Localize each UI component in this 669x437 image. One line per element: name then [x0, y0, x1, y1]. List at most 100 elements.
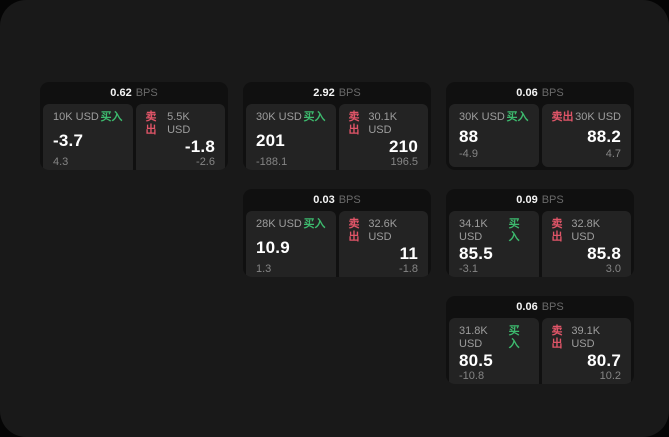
- buy-panel-top: 31.8K USD 买入: [459, 325, 529, 351]
- sell-panel-top: 卖出 32.6K USD: [349, 218, 419, 244]
- sell-panel-top: 卖出 5.5K USD: [146, 111, 216, 137]
- buy-price: 80.5: [459, 351, 493, 370]
- sell-panel[interactable]: 卖出 5.5K USD -1.8 -2.6: [135, 104, 225, 170]
- buy-price: -3.7: [53, 130, 84, 150]
- buy-amount: 30K USD: [459, 111, 505, 123]
- quote-card: 0.09 BPS 34.1K USD 买入 85.5 -3.1 卖出 32.8K…: [446, 189, 634, 277]
- sell-sub-value: -1.8: [399, 263, 418, 275]
- bps-header: 0.06 BPS: [446, 82, 634, 104]
- buy-sub-value: 1.3: [256, 263, 272, 275]
- bps-header: 0.06 BPS: [446, 296, 634, 318]
- bps-unit: BPS: [338, 194, 361, 206]
- buy-side-label: 买入: [508, 218, 520, 243]
- bps-unit: BPS: [135, 87, 158, 99]
- quote-cards-grid: 0.62 BPS 10K USD 买入 -3.7 4.3 卖出 5.5K USD: [40, 82, 634, 384]
- buy-amount: 10K USD: [53, 111, 99, 123]
- sell-amount: 32.8K USD: [571, 218, 601, 243]
- sell-amount: 30.1K USD: [368, 111, 398, 136]
- card-body: 10K USD 买入 -3.7 4.3 卖出 5.5K USD -1.8 -2.…: [40, 104, 228, 170]
- sell-amount: 32.6K USD: [368, 218, 398, 243]
- sell-side-label: 卖出: [348, 111, 360, 136]
- buy-price: 10.9: [256, 237, 290, 257]
- buy-side-label: 买入: [303, 218, 326, 230]
- buy-price: 85.5: [459, 244, 493, 263]
- bps-value: 0.06: [516, 301, 538, 313]
- buy-side-label: 买入: [100, 111, 123, 123]
- sell-side-label: 卖出: [145, 111, 157, 136]
- sell-amount: 30K USD: [575, 111, 621, 123]
- sell-panel[interactable]: 卖出 32.6K USD 11 -1.8: [338, 211, 428, 277]
- buy-panel-top: 34.1K USD 买入: [459, 218, 529, 244]
- sell-price: 210: [389, 137, 418, 156]
- sell-panel-top: 卖出 39.1K USD: [552, 325, 622, 351]
- buy-panel[interactable]: 10K USD 买入 -3.7 4.3: [43, 104, 133, 170]
- sell-panel[interactable]: 卖出 32.8K USD 85.8 3.0: [541, 211, 631, 277]
- buy-panel-top: 28K USD 买入: [256, 218, 326, 231]
- sell-panel[interactable]: 卖出 39.1K USD 80.7 10.2: [541, 318, 631, 384]
- sell-panel[interactable]: 卖出 30.1K USD 210 196.5: [338, 104, 428, 170]
- buy-amount: 34.1K USD: [459, 218, 488, 243]
- buy-panel[interactable]: 31.8K USD 买入 80.5 -10.8: [449, 318, 539, 384]
- sell-price: 88.2: [587, 126, 621, 146]
- sell-panel[interactable]: 卖出 30K USD 88.2 4.7: [541, 104, 631, 167]
- sell-price: 11: [399, 244, 418, 263]
- card-body: 28K USD 买入 10.9 1.3 卖出 32.6K USD 11 -1.8: [243, 211, 431, 277]
- card-body: 34.1K USD 买入 85.5 -3.1 卖出 32.8K USD 85.8…: [446, 211, 634, 277]
- buy-amount: 28K USD: [256, 218, 302, 230]
- buy-sub-value: -4.9: [459, 148, 478, 160]
- sell-side-label: 卖出: [551, 111, 574, 123]
- sell-sub-value: 4.7: [605, 148, 621, 160]
- sell-side-label: 卖出: [551, 218, 563, 243]
- sell-panel-top: 卖出 30K USD: [552, 111, 622, 124]
- card-body: 30K USD 买入 88 -4.9 卖出 30K USD 88.2 4.7: [446, 104, 634, 170]
- quote-card: 0.06 BPS 30K USD 买入 88 -4.9 卖出 30K USD: [446, 82, 634, 170]
- buy-sub-value: -3.1: [459, 263, 478, 275]
- sell-panel-top: 卖出 30.1K USD: [349, 111, 419, 137]
- quote-card: 2.92 BPS 30K USD 买入 201 -188.1 卖出 30.1K …: [243, 82, 431, 170]
- sell-sub-value: 196.5: [390, 156, 418, 168]
- sell-price: 80.7: [587, 351, 621, 370]
- sell-panel-top: 卖出 32.8K USD: [552, 218, 622, 244]
- buy-price: 88: [459, 126, 479, 146]
- bps-value: 0.06: [516, 87, 538, 99]
- buy-panel-top: 30K USD 买入: [256, 111, 326, 124]
- buy-side-label: 买入: [508, 325, 520, 350]
- bps-value: 2.92: [313, 87, 335, 99]
- buy-panel[interactable]: 34.1K USD 买入 85.5 -3.1: [449, 211, 539, 277]
- buy-panel[interactable]: 30K USD 买入 201 -188.1: [246, 104, 336, 170]
- sell-amount: 39.1K USD: [571, 325, 601, 350]
- buy-panel[interactable]: 30K USD 买入 88 -4.9: [449, 104, 539, 167]
- sell-amount: 5.5K USD: [167, 111, 191, 136]
- sell-side-label: 卖出: [551, 325, 563, 350]
- buy-sub-value: 4.3: [53, 156, 69, 168]
- buy-sub-value: -10.8: [459, 370, 485, 382]
- bps-unit: BPS: [338, 87, 361, 99]
- quote-card: 0.03 BPS 28K USD 买入 10.9 1.3 卖出 32.6K US…: [243, 189, 431, 277]
- buy-amount: 30K USD: [256, 111, 302, 123]
- buy-panel-top: 10K USD 买入: [53, 111, 123, 124]
- sell-sub-value: 3.0: [605, 263, 621, 275]
- sell-price: 85.8: [587, 244, 621, 263]
- bps-unit: BPS: [541, 87, 564, 99]
- sell-side-label: 卖出: [348, 218, 360, 243]
- buy-side-label: 买入: [506, 111, 529, 123]
- bps-value: 0.62: [110, 87, 132, 99]
- bps-value: 0.03: [313, 194, 335, 206]
- bps-header: 0.62 BPS: [40, 82, 228, 104]
- quote-card: 0.06 BPS 31.8K USD 买入 80.5 -10.8 卖出 39.1…: [446, 296, 634, 384]
- bps-header: 2.92 BPS: [243, 82, 431, 104]
- buy-panel-top: 30K USD 买入: [459, 111, 529, 124]
- bps-header: 0.09 BPS: [446, 189, 634, 211]
- bps-unit: BPS: [541, 194, 564, 206]
- sell-price: -1.8: [184, 137, 215, 156]
- buy-side-label: 买入: [303, 111, 326, 123]
- bps-value: 0.09: [516, 194, 538, 206]
- card-body: 31.8K USD 买入 80.5 -10.8 卖出 39.1K USD 80.…: [446, 318, 634, 384]
- buy-price: 201: [256, 130, 285, 150]
- bps-header: 0.03 BPS: [243, 189, 431, 211]
- buy-sub-value: -188.1: [256, 156, 288, 168]
- sell-sub-value: 10.2: [599, 370, 621, 382]
- buy-amount: 31.8K USD: [459, 325, 488, 350]
- buy-panel[interactable]: 28K USD 买入 10.9 1.3: [246, 211, 336, 277]
